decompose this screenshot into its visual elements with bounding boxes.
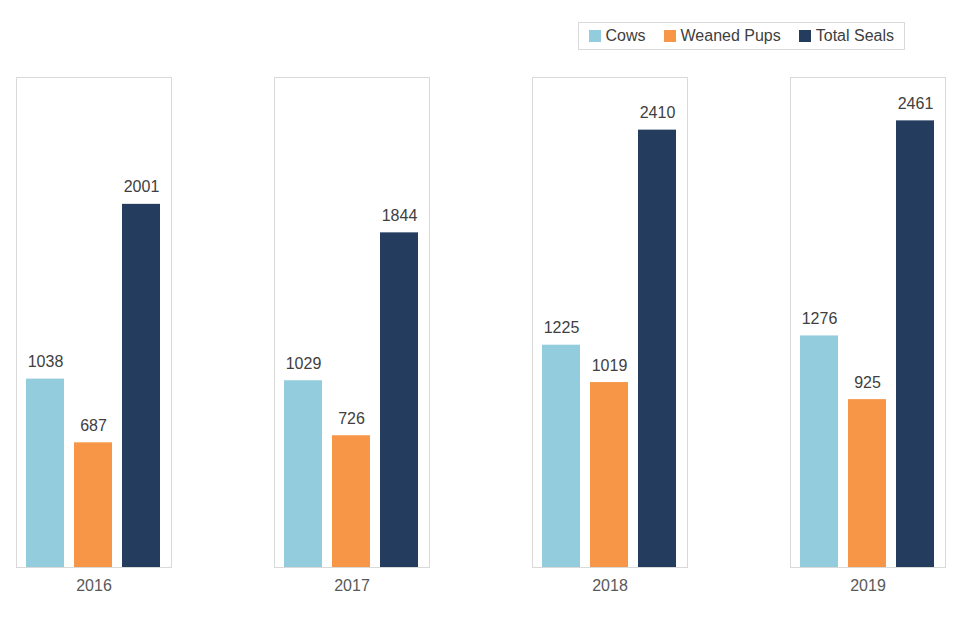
html-text:Cows: Cows: [605, 27, 646, 44]
svg-text:726: 726: [338, 410, 365, 427]
svg-text:1038: 1038: [28, 353, 64, 370]
svg-text:2017: 2017: [334, 577, 370, 594]
svg-text:2461: 2461: [898, 95, 934, 112]
svg-text:2018: 2018: [592, 577, 628, 594]
svg-text:2019: 2019: [850, 577, 886, 594]
svg-text:925: 925: [854, 374, 881, 391]
svg-text:2410: 2410: [640, 104, 676, 121]
svg-text:1029: 1029: [286, 355, 322, 372]
html-text:Total Seals: Total Seals: [815, 27, 894, 44]
svg-text:2016: 2016: [76, 577, 112, 594]
svg-text:687: 687: [80, 417, 107, 434]
svg-text:1844: 1844: [382, 207, 418, 224]
svg-text:1225: 1225: [544, 319, 580, 336]
svg-text:1019: 1019: [592, 357, 628, 374]
html-text:Weaned Pups: Weaned Pups: [680, 27, 781, 44]
svg-text:2001: 2001: [124, 178, 160, 195]
svg-text:1276: 1276: [802, 310, 838, 327]
